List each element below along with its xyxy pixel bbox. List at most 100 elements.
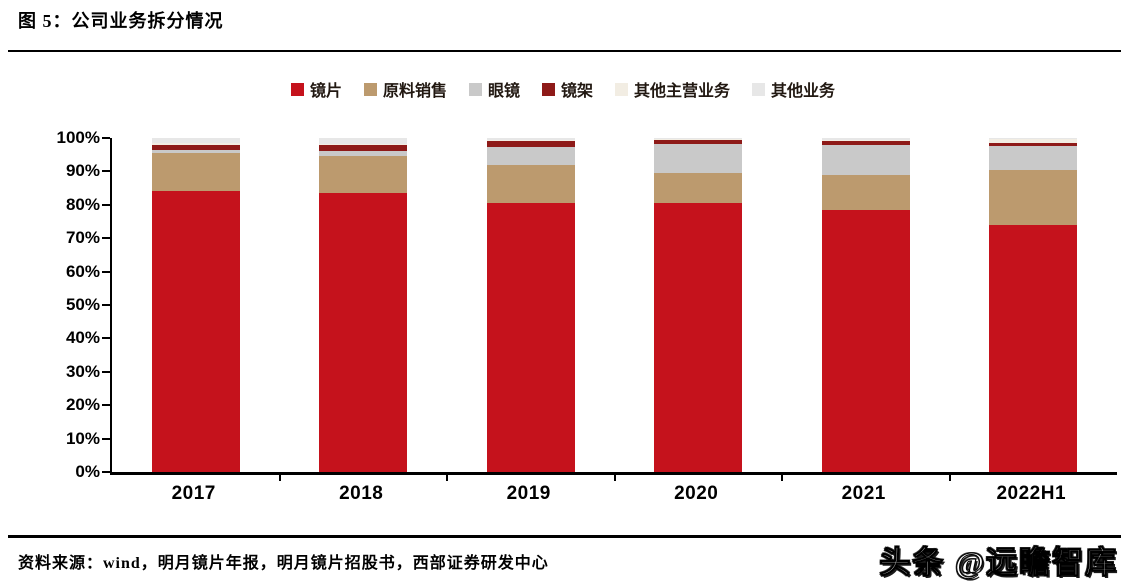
watermark: 头条 @远瞻智库	[879, 545, 1118, 581]
bar-segment-other	[151, 138, 240, 144]
bar-segment-lens	[654, 203, 743, 472]
legend-label-glasses: 眼镜	[487, 83, 520, 100]
y-axis-tick-label: 100%	[56, 128, 100, 147]
category-cell-2022H1	[950, 138, 1118, 472]
legend-label-other: 其他业务	[771, 83, 836, 100]
bar-segment-other	[821, 138, 910, 141]
legend-item-glasses: 眼镜	[468, 77, 520, 101]
bar-segment-lens	[486, 203, 575, 472]
bar-segment-raw-materials	[319, 156, 408, 194]
legend-swatch-lens	[290, 82, 304, 96]
stacked-bar-2022H1	[989, 138, 1078, 472]
y-axis-tick-label: 30%	[65, 361, 100, 381]
stacked-bar-2017	[151, 138, 240, 472]
legend-label-lens: 镜片	[309, 83, 342, 100]
legend-item-raw-materials: 原料销售	[363, 77, 447, 101]
bar-segment-glasses	[989, 146, 1078, 170]
y-axis-tick-mark	[102, 471, 110, 473]
category-cell-2018	[280, 138, 448, 472]
bar-segment-other-main	[151, 143, 240, 145]
y-axis-tick-mark	[102, 337, 110, 340]
y-axis: 100% 90% 80% 70% 60% 50% 40% 30% 20% 10% 0%	[0, 128, 100, 481]
chart-legend: 镜片 原料销售 眼镜 镜架 其他主营业务 其他业务	[0, 77, 1126, 101]
bar-segment-other	[989, 138, 1078, 139]
y-axis-tick-mark	[102, 304, 110, 306]
x-axis-label-2018: 2018	[339, 483, 384, 504]
legend-item-other: 其他业务	[752, 77, 835, 101]
x-axis-tick-mark	[948, 475, 951, 481]
legend-item-frames: 镜架	[542, 77, 593, 101]
legend-swatch-frames	[542, 82, 555, 96]
bar-segment-lens	[989, 224, 1078, 472]
legend-swatch-other-main	[615, 82, 629, 96]
legend-swatch-other	[752, 82, 766, 96]
category-cell-2020	[615, 138, 783, 472]
x-axis-tick-mark	[278, 475, 281, 481]
y-axis-tick-mark	[102, 137, 110, 139]
y-axis-tick-label: 60%	[65, 261, 100, 281]
stacked-bar-2018	[319, 138, 408, 472]
bar-segment-raw-materials	[989, 169, 1078, 225]
y-axis-tick-mark	[102, 203, 110, 206]
x-axis-label-2022H1: 2022H1	[996, 483, 1067, 504]
category-cell-2019	[447, 138, 615, 472]
x-axis-tick-mark	[613, 475, 616, 481]
y-axis-tick-mark	[102, 370, 110, 373]
legend-swatch-glasses	[468, 82, 482, 96]
bar-segment-frames	[821, 141, 910, 145]
bar-segment-frames	[486, 140, 575, 147]
bar-segment-frames	[319, 145, 408, 151]
bar-segment-glasses	[319, 150, 408, 157]
bar-segment-frames	[989, 142, 1078, 147]
bar-segment-other	[486, 138, 575, 140]
y-axis-tick-mark	[102, 270, 110, 273]
bar-segment-raw-materials	[654, 173, 743, 204]
bar-segment-frames	[654, 140, 743, 144]
bar-segment-glasses	[821, 145, 910, 175]
legend-label-frames: 镜架	[561, 83, 594, 100]
bar-segment-other	[654, 138, 743, 140]
bar-segment-lens	[151, 191, 240, 472]
bar-segment-other	[319, 138, 408, 144]
bar-segment-glasses	[654, 144, 743, 174]
y-axis-tick-mark	[102, 404, 110, 407]
x-axis-tick-mark	[446, 475, 448, 481]
footer-divider	[8, 535, 1121, 538]
y-axis-tick-label: 40%	[65, 328, 100, 348]
legend-swatch-raw-materials	[363, 82, 377, 96]
bar-segment-raw-materials	[821, 174, 910, 210]
stacked-bar-2020	[654, 138, 743, 472]
bar-segment-glasses	[486, 147, 575, 165]
bar-segment-raw-materials	[151, 153, 240, 192]
bar-segment-raw-materials	[486, 164, 575, 204]
y-axis-tick-mark	[102, 437, 110, 440]
category-cell-2021	[782, 138, 950, 472]
bar-segment-frames	[151, 145, 240, 150]
bars-container	[112, 138, 1117, 472]
y-axis-tick-label: 20%	[65, 395, 100, 415]
source-note: 资料来源：wind，明月镜片年报，明月镜片招股书，西部证券研发中心	[18, 555, 549, 572]
bar-segment-other-main	[486, 139, 575, 141]
bar-segment-lens	[319, 193, 408, 472]
y-axis-tick-mark	[102, 170, 110, 173]
stacked-bar-2021	[821, 138, 910, 472]
x-axis-tick-mark	[781, 475, 783, 481]
legend-label-other-main: 其他主营业务	[634, 83, 731, 100]
legend-item-other-main: 其他主营业务	[615, 77, 730, 101]
legend-item-lens: 镜片	[290, 77, 342, 101]
figure-title: 图 5：公司业务拆分情况	[18, 11, 224, 31]
bar-segment-other-main	[319, 143, 408, 145]
x-axis-label-2020: 2020	[674, 483, 719, 504]
x-axis-label-2019: 2019	[506, 483, 551, 504]
y-axis-tick-label: 90%	[65, 161, 100, 181]
y-axis-tick-label: 10%	[65, 428, 100, 448]
category-cell-2017	[112, 138, 280, 472]
stacked-bar-2019	[486, 138, 575, 472]
y-axis-tick-label: 0%	[75, 462, 100, 481]
bar-segment-other-main	[654, 139, 743, 141]
x-axis-label-2017: 2017	[171, 483, 216, 504]
x-axis-label-2021: 2021	[841, 483, 886, 504]
y-axis-tick-label: 50%	[65, 295, 100, 314]
bar-segment-glasses	[151, 150, 240, 154]
x-axis: 2017 2018 2019 2020 2021 2022H1	[110, 483, 1115, 505]
